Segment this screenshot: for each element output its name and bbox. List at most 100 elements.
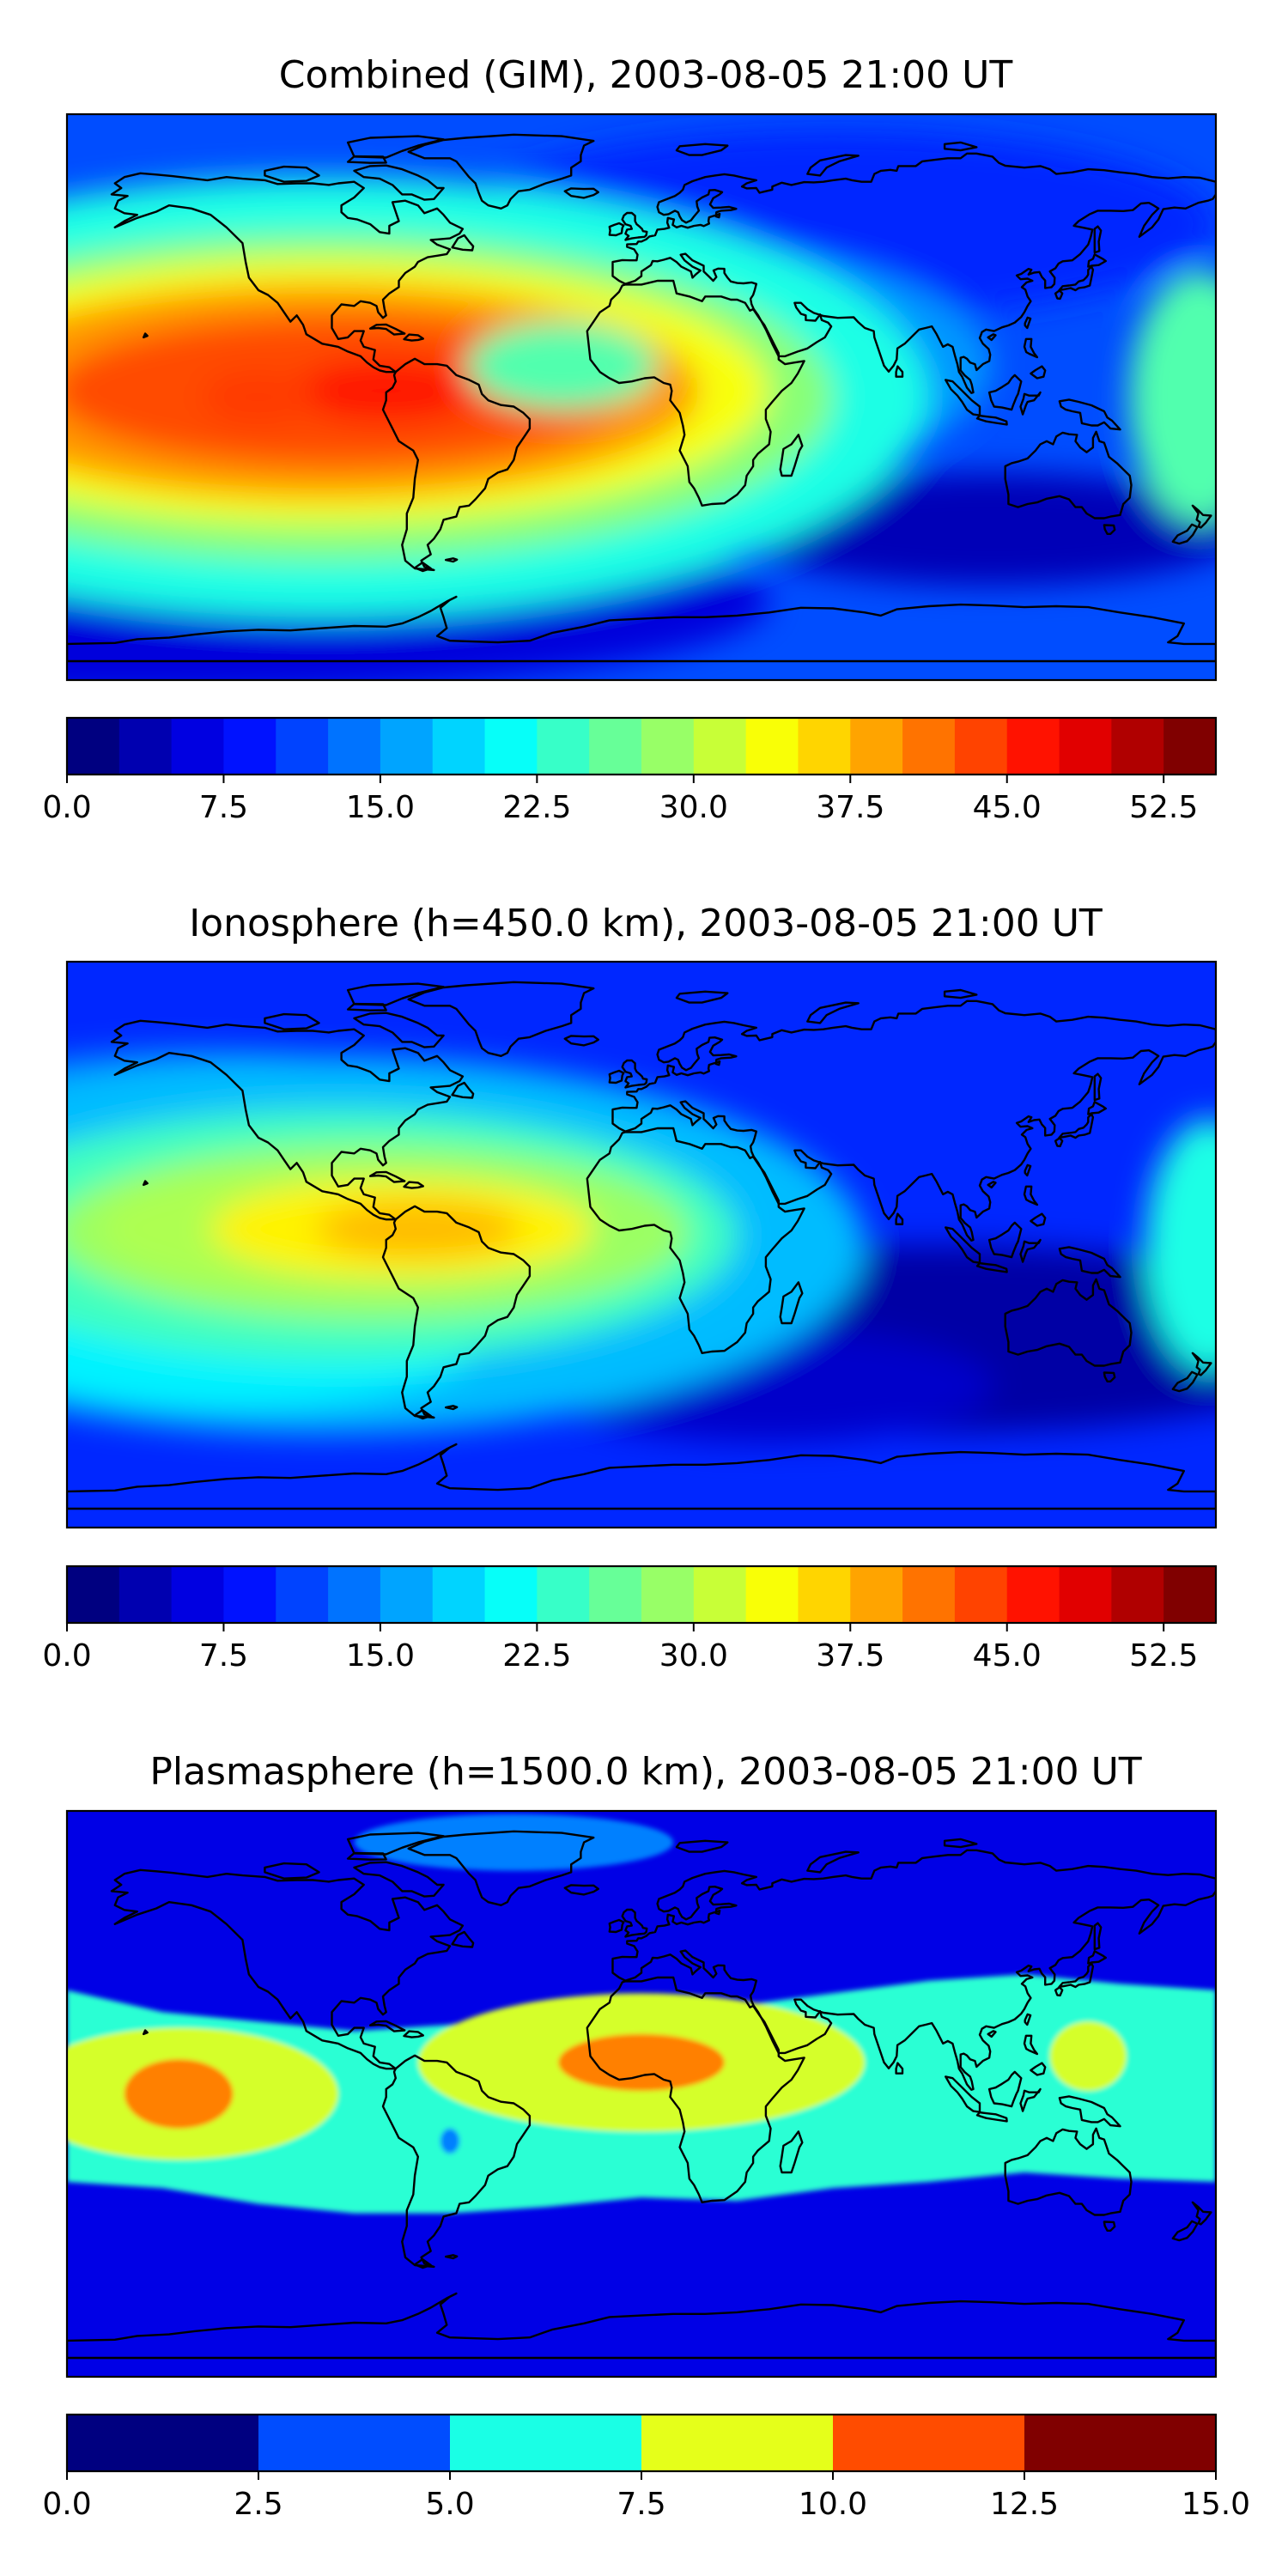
coastline-north-america: [110, 1019, 465, 1221]
coastline-novaya-zemlya: [806, 1850, 860, 1874]
colorbar: 0.0 7.5 15.0 22.5 30.0 37.5 45.0 52.5: [42, 716, 1218, 825]
coastline-new-guinea: [1058, 1246, 1121, 1279]
colorbar-level: [1163, 718, 1217, 775]
colorbar-frame: [65, 716, 1218, 776]
coastline-hawaii: [142, 2029, 149, 2036]
colorbar-level: [537, 718, 590, 775]
colorbar-tick-label: 0.0: [42, 2487, 91, 2522]
colorbar-level: [276, 1566, 329, 1623]
map-field: [67, 114, 1216, 680]
contour-west-pacific: [1145, 1119, 1216, 1370]
coastline-south-america: [381, 357, 532, 572]
coastline-iceland: [563, 1884, 599, 1896]
coastline-australia: [1004, 1278, 1133, 1367]
contour-atlantic-tongue: [465, 321, 658, 410]
panel-combined: Combined (GIM), 2003-08-05 21:00 UT 0.0 7…: [42, 53, 1218, 825]
colorbar-tick-label: 22.5: [502, 1638, 571, 1674]
coastline-new-guinea: [1058, 2095, 1121, 2128]
coastline-hokkaido: [1087, 1101, 1108, 1115]
colorbar-tick-label: 37.5: [816, 790, 884, 825]
colorbar-level: [1059, 1566, 1112, 1623]
coastline-severnaya-zemlya: [943, 988, 978, 999]
coastline-sakhalin: [1093, 225, 1103, 254]
map-area: [65, 1809, 1218, 2379]
colorbar-level: [380, 1566, 434, 1623]
coastline-antarctica: [67, 2292, 1216, 2360]
colorbar-level: [432, 718, 486, 775]
coastline-cuba: [368, 1170, 406, 1183]
colorbar-tick-label: 0.0: [42, 790, 91, 825]
coastline-sakhalin: [1093, 1922, 1103, 1951]
coastline-devon: [346, 1851, 387, 1861]
coastline-new-zealand-south: [1171, 523, 1199, 545]
coastline-hainan: [987, 1181, 997, 1189]
coastline-afro-eurasia: [586, 279, 805, 507]
colorbar-level: [954, 718, 1008, 775]
coastline-australia: [1004, 2127, 1133, 2216]
colorbar-level: [641, 1566, 695, 1623]
coastline-greenland: [407, 1830, 595, 1907]
coastline-madagascar: [779, 2130, 804, 2174]
coastline-greenland: [407, 133, 595, 210]
coastline-victoria-island: [264, 1012, 320, 1030]
coastline-sri-lanka: [895, 2062, 904, 2075]
coastline-borneo: [987, 2070, 1023, 2108]
colorbar-level: [171, 1566, 225, 1623]
colorbar-level: [328, 718, 381, 775]
coastline-severnaya-zemlya: [943, 141, 978, 152]
coastline-great-britain: [621, 1059, 648, 1089]
colorbar-tick-label: 52.5: [1129, 1638, 1198, 1674]
colorbar-tick-label: 22.5: [502, 790, 571, 825]
colorbar-level: [902, 718, 956, 775]
colorbar-level: [537, 1566, 590, 1623]
colorbar-level: [833, 2415, 1025, 2471]
coastline-sulawesi: [1019, 391, 1042, 416]
colorbar-level: [1111, 718, 1164, 775]
coastline-tierra-del-fuego: [413, 2257, 432, 2269]
coastline-java: [975, 414, 1008, 426]
coastline-hainan: [987, 333, 997, 342]
coastline-ellesmere: [346, 135, 445, 159]
coastline-new-zealand-south: [1171, 1370, 1199, 1393]
map-field: [67, 1811, 1216, 2377]
coastline-mindanao: [1030, 1212, 1047, 1227]
coastline-luzon: [1023, 2034, 1039, 2056]
panel-plasmasphere: Plasmasphere (h=1500.0 km), 2003-08-05 2…: [42, 1750, 1250, 2522]
coastline-south-america: [381, 1205, 532, 1419]
coastline-kyushu: [1054, 1986, 1064, 1997]
coastline-baffin: [353, 1861, 445, 1898]
colorbar-level: [1111, 1566, 1164, 1623]
colorbar-level: [380, 718, 434, 775]
coastline-victoria-island: [264, 165, 320, 183]
colorbar-level: [641, 718, 695, 775]
contour-west-pacific-outer: [1049, 2021, 1127, 2091]
coastlines: [67, 133, 1216, 663]
coastline-greenland: [407, 981, 595, 1058]
contour-greenland-patch: [354, 1814, 674, 1871]
coastline-java: [975, 1261, 1008, 1273]
coastline-south-america: [381, 2054, 532, 2269]
coastline-falklands: [445, 1405, 459, 1411]
colorbar-tick-label: 30.0: [659, 1638, 728, 1674]
coastline-baffin: [353, 164, 445, 201]
coastline-taiwan: [1024, 1163, 1032, 1177]
coastline-iceland: [563, 187, 599, 199]
colorbar-level: [432, 1566, 486, 1623]
coastline-new-zealand-north: [1191, 504, 1212, 529]
coastline-great-britain: [621, 211, 648, 241]
colorbar: 0.0 2.5 5.0 7.5 10.0 12.5 15.0: [42, 2413, 1250, 2522]
coastline-cuba: [368, 2020, 406, 2032]
colorbar-level: [223, 718, 276, 775]
coastline-luzon: [1023, 1185, 1039, 1206]
coastline-borneo: [987, 1221, 1023, 1259]
coastline-taiwan: [1024, 2013, 1032, 2026]
colorbar-level: [798, 718, 851, 775]
colorbar-level: [484, 718, 538, 775]
coastline-antarctica: [67, 595, 1216, 663]
coastline-iceland: [563, 1035, 599, 1047]
colorbar: 0.0 7.5 15.0 22.5 30.0 37.5 45.0 52.5: [42, 1564, 1218, 1674]
field-contours: [67, 1814, 1216, 2214]
colorbar-tick-label: 15.0: [346, 1638, 415, 1674]
contour-max-pacific: [124, 2059, 234, 2129]
colorbar-level: [693, 1566, 747, 1623]
